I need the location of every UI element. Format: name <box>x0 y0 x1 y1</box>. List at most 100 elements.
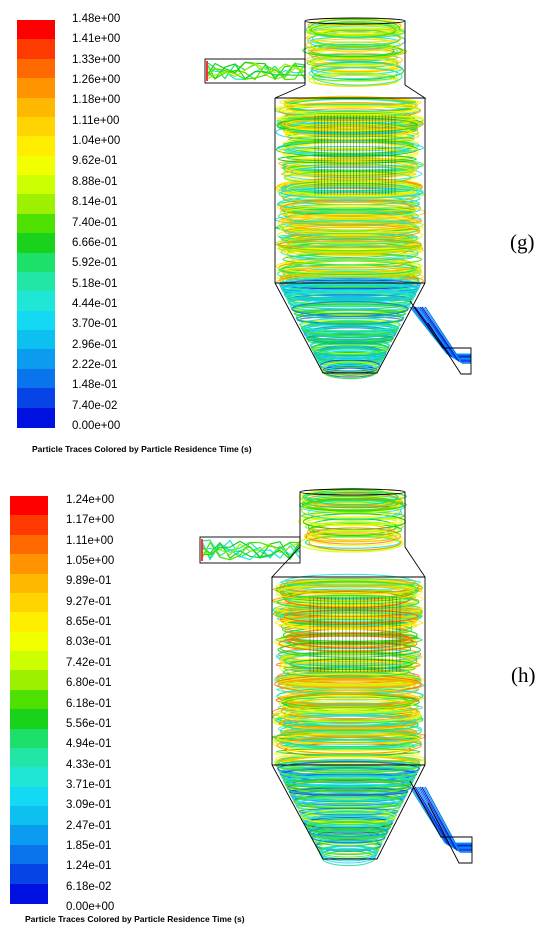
colorbar-tick-label: 7.42e-01 <box>66 656 112 669</box>
outlet-top <box>304 17 406 25</box>
colorbar-tick-label: 7.40e-02 <box>72 399 118 412</box>
side-exit-pipe <box>409 300 472 375</box>
inlet-trace <box>202 541 301 556</box>
colorbar-swatch <box>10 825 48 846</box>
trace-loop <box>309 57 397 72</box>
trace-loop <box>286 291 414 307</box>
colorbar-tick-label: 9.27e-01 <box>66 595 112 608</box>
colorbar-tick-label: 4.94e-01 <box>66 738 112 751</box>
colorbar-tick-label: 1.33e+00 <box>72 53 121 66</box>
trace-loop <box>278 247 424 256</box>
colorbar-swatch <box>17 116 55 137</box>
trace-loop <box>280 187 424 199</box>
colorbar-swatch <box>10 534 48 555</box>
trace-loop <box>296 312 404 325</box>
trace-loop <box>279 96 419 108</box>
colorbar-tick-label: 7.40e-01 <box>72 216 118 229</box>
colorbar-tick-label: 5.56e-01 <box>66 717 112 730</box>
trace-loop <box>286 780 411 793</box>
trace-loop <box>281 217 423 227</box>
trace-loop <box>276 595 420 610</box>
colorbar-swatch <box>17 194 55 215</box>
colorbar-tick-label: 2.47e-01 <box>66 819 112 832</box>
colorbar-swatch <box>10 709 48 730</box>
outlet-tube <box>299 492 406 547</box>
trace-loop <box>279 236 423 255</box>
trace-loop <box>284 224 421 239</box>
exit-trace <box>418 306 471 360</box>
colorbar-tick-label: 1.26e+00 <box>72 74 121 87</box>
colorbar-tick-label: 0.00e+00 <box>72 420 121 432</box>
colorbar-tick-label: 2.96e-01 <box>72 338 118 351</box>
colorbar-swatch <box>10 612 48 633</box>
colorbar-tick-label: 4.33e-01 <box>66 758 112 771</box>
trace-loop <box>300 502 401 518</box>
trace-loop <box>303 325 397 341</box>
trace-loop <box>283 170 412 185</box>
colorbar-tick-label: 1.17e+00 <box>66 514 115 527</box>
inlet-traces <box>201 539 301 561</box>
trace-loop <box>301 320 399 338</box>
colorbar-tick-label: 3.71e-01 <box>66 778 112 791</box>
trace-loop <box>312 29 401 48</box>
colorbar-swatch <box>10 689 48 710</box>
trace-loop <box>284 696 414 708</box>
trace-loop <box>283 609 419 624</box>
trace-loop <box>286 181 417 196</box>
colorbar-tick-label: 6.66e-01 <box>72 236 118 249</box>
trace-loop <box>281 728 417 737</box>
colorbar-swatch <box>10 806 48 827</box>
trace-loop <box>301 809 396 825</box>
trace-loop <box>302 43 403 58</box>
exit-trace <box>421 786 472 851</box>
colorbar-swatch <box>10 515 48 536</box>
exit-trace <box>416 786 472 848</box>
colorbar-swatch <box>10 631 48 652</box>
exit-trace <box>424 786 472 853</box>
trace-loop <box>276 736 422 755</box>
colorbar-tick-label: 1.24e+00 <box>66 494 115 506</box>
colorbar-swatch <box>10 496 48 516</box>
panel-label-g: (g) <box>510 230 535 254</box>
colorbar-swatch <box>17 39 55 60</box>
colorbar-swatch <box>10 844 48 865</box>
trace-loop <box>307 72 398 83</box>
colorbar-swatch <box>17 368 55 389</box>
colorbar-swatch <box>17 330 55 351</box>
trace-loop <box>307 24 399 35</box>
trace-loop <box>279 578 422 587</box>
colorbar-tick-label: 2.22e-01 <box>72 358 118 371</box>
colorbar-tick-label: 5.18e-01 <box>72 277 118 290</box>
vortex-finder-core <box>314 115 396 195</box>
colorbar-tick-label: 1.05e+00 <box>66 555 115 568</box>
trace-loop <box>277 677 423 694</box>
body-and-cone <box>274 98 426 374</box>
inlet-trace <box>207 62 306 79</box>
colorbar-swatch <box>10 883 48 904</box>
trace-loop <box>280 244 419 260</box>
colorbar-tick-label: 8.88e-01 <box>72 175 118 188</box>
trace-loop <box>278 694 415 713</box>
colorbar-tick-label: 6.80e-01 <box>66 677 112 690</box>
caption-h: Particle Traces Colored by Particle Resi… <box>25 914 245 924</box>
trace-loop <box>283 775 414 787</box>
inlet-traces <box>206 61 306 81</box>
colorbar-tick-label: 1.04e+00 <box>72 135 121 148</box>
trace-loop <box>275 580 419 599</box>
trace-loop <box>273 749 420 758</box>
trace-loop <box>281 283 419 295</box>
colorbar-swatch <box>17 155 55 176</box>
colorbar-tick-label: 9.89e-01 <box>66 575 112 588</box>
colorbar-tick-label: 1.85e-01 <box>66 839 112 852</box>
trace-loop <box>300 511 405 521</box>
trace-loop <box>314 350 386 361</box>
trace-loop <box>282 666 411 678</box>
body-and-cone <box>271 577 426 860</box>
trace-loop <box>280 703 418 720</box>
trace-loop <box>275 114 419 123</box>
trace-loop <box>311 832 386 843</box>
colorbar-tick-label: 1.11e+00 <box>66 534 114 547</box>
trace-loop <box>279 693 419 706</box>
trace-loop <box>285 206 417 218</box>
trace-loop <box>292 792 405 806</box>
